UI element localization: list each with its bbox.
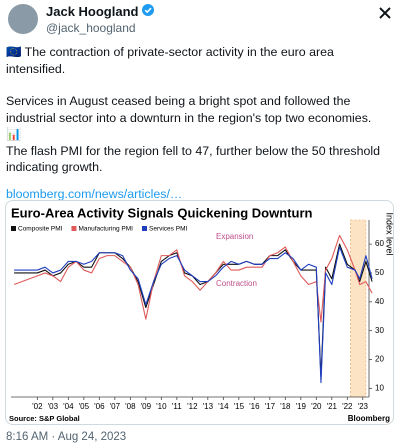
chart-card[interactable]: Euro-Area Activity Signals Quickening Do… bbox=[5, 200, 394, 425]
x-tick-label: '09 bbox=[141, 402, 152, 411]
x-tick-label: '21 bbox=[327, 402, 338, 411]
annotation: Contraction bbox=[216, 279, 257, 288]
x-tick-label: '08 bbox=[125, 402, 136, 411]
y-tick-label: 50 bbox=[375, 268, 384, 277]
chart: Euro-Area Activity Signals Quickening Do… bbox=[9, 205, 394, 423]
verified-badge bbox=[142, 4, 155, 16]
x-tick-label: '04 bbox=[63, 402, 74, 411]
x-tick-label: '22 bbox=[342, 402, 353, 411]
y-tick-label: 20 bbox=[375, 355, 384, 364]
timestamp[interactable]: 8:16 AM · Aug 24, 2023 bbox=[6, 431, 127, 443]
post-body: 🇪🇺 The contraction of private-sector act… bbox=[6, 44, 394, 202]
x-tick-label: '06 bbox=[94, 402, 105, 411]
x-tick-label: '10 bbox=[156, 402, 167, 411]
x-tick-label: '03 bbox=[48, 402, 59, 411]
link[interactable]: bloomberg.com/news/articles/… bbox=[6, 186, 183, 201]
author-name[interactable]: Jack Hoogland bbox=[46, 4, 155, 19]
legend-swatch bbox=[142, 226, 147, 231]
x-tick-label: '13 bbox=[203, 402, 214, 411]
y-label: Index level bbox=[385, 212, 394, 255]
x-tick-label: '14 bbox=[218, 402, 229, 411]
chart-title: Euro-Area Activity Signals Quickening Do… bbox=[11, 205, 313, 220]
legend-label: Composite PMI bbox=[18, 226, 63, 233]
name-text[interactable]: Jack Hoogland bbox=[46, 4, 139, 19]
x-tick-label: '11 bbox=[172, 402, 182, 411]
x-tick-label: '16 bbox=[249, 402, 260, 411]
x-tick-label: '23 bbox=[358, 402, 369, 411]
brand: Bloomberg bbox=[348, 414, 390, 423]
y-tick-label: 30 bbox=[375, 326, 384, 335]
x-tick-label: '15 bbox=[234, 402, 245, 411]
shaded-range bbox=[350, 219, 367, 398]
x-tick-label: '12 bbox=[187, 402, 198, 411]
source: Source: S&P Global bbox=[9, 414, 80, 423]
avatar[interactable] bbox=[8, 4, 38, 34]
x-tick-label: '07 bbox=[110, 402, 121, 411]
y-tick-label: 40 bbox=[375, 297, 384, 306]
paragraph: 📊 bbox=[6, 127, 22, 141]
paragraph: The flash PMI for the region fell to 47,… bbox=[6, 143, 380, 175]
y-tick-label: 60 bbox=[375, 239, 384, 248]
y-tick-label: 10 bbox=[375, 383, 384, 392]
x-tick-label: '02 bbox=[32, 402, 43, 411]
paragraph: Services in August ceased being a bright… bbox=[6, 94, 372, 125]
x-logo[interactable] bbox=[378, 6, 392, 20]
legend-label: Manufacturing PMI bbox=[78, 226, 133, 233]
paragraph: 🇪🇺 The contraction of private-sector act… bbox=[6, 45, 334, 76]
legend-swatch bbox=[11, 226, 16, 231]
x-tick-label: '18 bbox=[280, 402, 291, 411]
series-line bbox=[14, 246, 373, 384]
x-tick-label: '19 bbox=[296, 402, 307, 411]
x-tick-label: '20 bbox=[311, 402, 322, 411]
legend-swatch bbox=[71, 226, 77, 231]
legend-label: Services PMI bbox=[149, 226, 187, 233]
annotation: Expansion bbox=[216, 232, 253, 241]
author-handle[interactable]: @jack_hoogland bbox=[46, 21, 136, 35]
x-tick-label: '17 bbox=[265, 402, 276, 411]
x-tick-label: '05 bbox=[79, 402, 90, 411]
